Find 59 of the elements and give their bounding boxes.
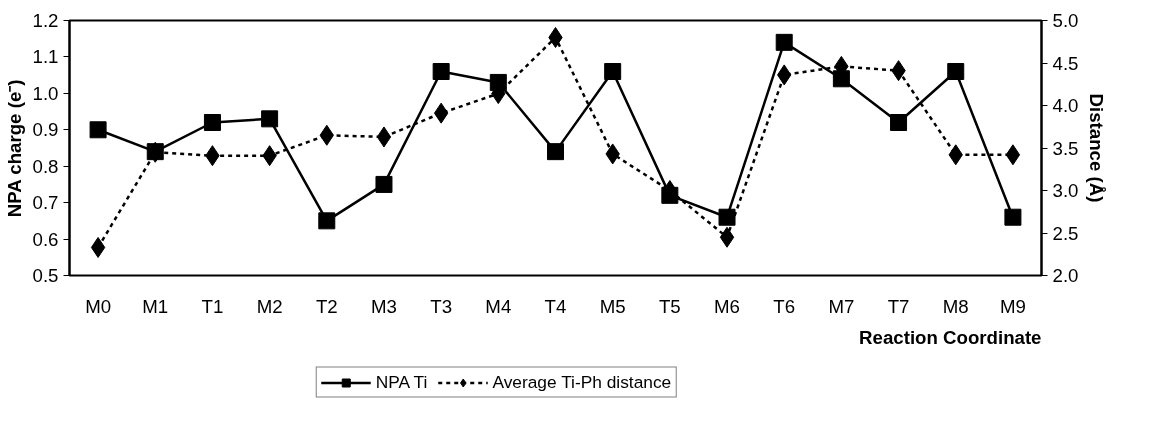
point: [90, 236, 106, 258]
x-tick-label: M2: [256, 295, 283, 317]
x-tick-label: M6: [714, 295, 740, 317]
point: [775, 33, 793, 51]
point: [489, 73, 507, 91]
point: [432, 63, 450, 80]
y2-tick-label: 2.5: [1052, 222, 1079, 244]
point: [718, 208, 736, 226]
y-axis-title: NPA charge (e⁻): [3, 79, 25, 218]
y2-tick-label: 3.0: [1052, 180, 1079, 201]
point: [719, 226, 735, 248]
point: [832, 70, 850, 88]
legend-label: Average Ti-Ph distance: [492, 371, 672, 393]
x-tick-label: T6: [773, 295, 796, 317]
legend-label: NPA Ti: [375, 371, 428, 393]
y-tick-label: 0.7: [32, 192, 59, 214]
point: [890, 114, 908, 131]
x-tick-label: M1: [142, 295, 169, 317]
x-tick-label: M4: [485, 295, 512, 317]
point: [318, 212, 336, 230]
x-tick-label: T4: [544, 295, 567, 317]
point: [375, 175, 393, 193]
y-tick-label: 0.6: [32, 228, 59, 250]
x-tick-label: T1: [201, 295, 224, 317]
x-tick-label: T2: [315, 295, 338, 317]
point: [203, 114, 221, 131]
point: [376, 126, 392, 148]
point: [947, 63, 965, 80]
point: [1004, 208, 1022, 226]
point: [548, 27, 563, 48]
x-tick-label: M7: [828, 295, 855, 317]
y-tick-label: 1.0: [32, 82, 59, 104]
x-tick-label: M5: [599, 295, 626, 317]
point: [261, 110, 279, 128]
y-tick-label: 0.5: [32, 265, 59, 286]
x-axis-title: Reaction Coordinate: [859, 326, 1042, 348]
y-tick-label: 0.9: [32, 119, 59, 141]
x-tick-label: M3: [371, 295, 397, 317]
y2-axis-title: Distance (Å): [1086, 93, 1108, 203]
y-tick-label: 1.1: [32, 46, 59, 68]
y-tick-label: 1.2: [32, 10, 59, 31]
y-tick-label: 0.8: [32, 155, 59, 177]
point: [661, 186, 679, 204]
y2-tick-label: 5.0: [1052, 10, 1079, 31]
x-tick-label: T5: [658, 295, 681, 317]
y2-tick-label: 2.0: [1052, 265, 1079, 286]
x-tick-label: T7: [887, 295, 910, 317]
x-tick-label: M9: [999, 295, 1026, 317]
x-tick-label: M0: [85, 295, 112, 317]
x-tick-label: T3: [430, 295, 453, 317]
point: [547, 143, 564, 161]
x-tick-label: M8: [942, 295, 969, 317]
y2-tick-label: 4.0: [1052, 95, 1079, 116]
point: [433, 102, 449, 124]
y2-tick-label: 3.5: [1052, 137, 1079, 159]
y2-tick-label: 4.5: [1052, 52, 1079, 74]
point: [604, 63, 622, 80]
point: [89, 121, 107, 139]
point: [1005, 144, 1021, 166]
